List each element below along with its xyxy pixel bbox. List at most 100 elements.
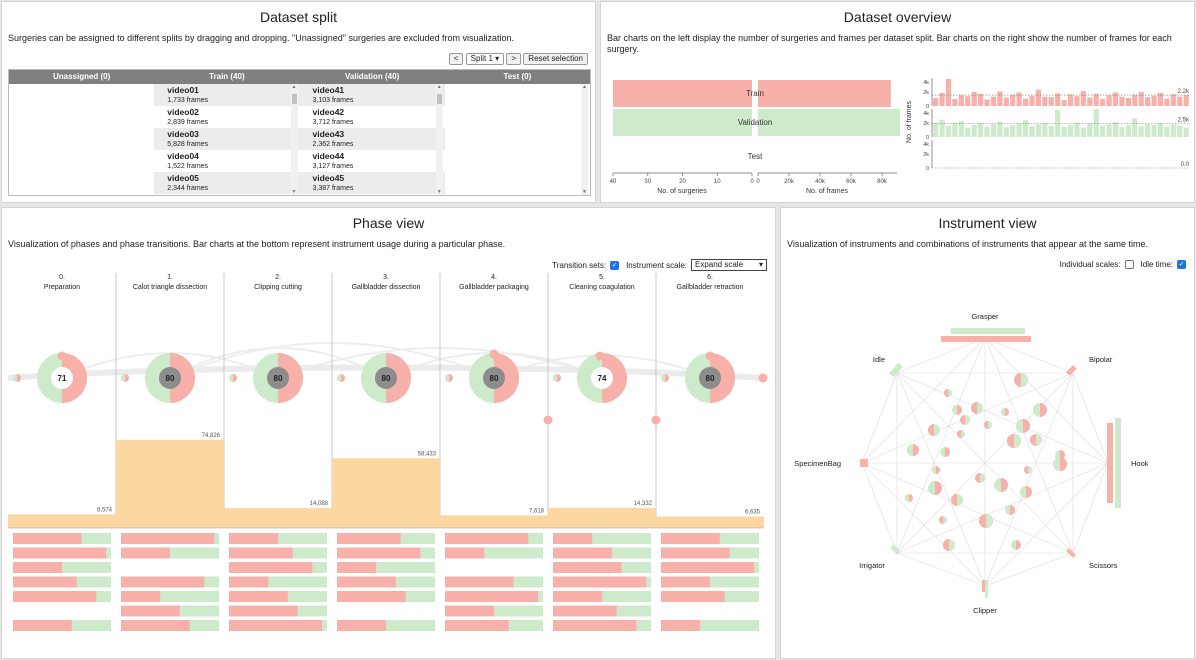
phase-donut-train bbox=[386, 353, 411, 403]
prev-split-button[interactable]: < bbox=[448, 53, 464, 65]
co-occurrence-edge bbox=[896, 372, 986, 587]
surgery-frames-bar bbox=[1042, 96, 1048, 106]
phase-frames-label: 7,618 bbox=[529, 508, 545, 514]
co-occurrence-edge bbox=[984, 552, 1074, 587]
per-surgery-tick: 0 bbox=[926, 166, 929, 172]
per-surgery-tick: 4k bbox=[923, 142, 929, 148]
split-table-header: Unassigned (0) Train (40) Validation (40… bbox=[9, 70, 590, 84]
idle-time-checkbox[interactable]: ✓ bbox=[1177, 260, 1186, 269]
axis-tick-label: 60k bbox=[846, 179, 857, 185]
train-video-item[interactable]: video05 2,344 frames bbox=[154, 172, 300, 194]
co-occurrence-edge bbox=[861, 462, 898, 554]
video-name: video45 bbox=[312, 173, 345, 183]
reset-selection-button[interactable]: Reset selection bbox=[523, 53, 588, 65]
phase-count-circle bbox=[483, 367, 505, 389]
instrument-scale-select[interactable]: Expand scale ▾ bbox=[691, 259, 767, 271]
phase-number: 0. bbox=[59, 274, 65, 281]
test-list[interactable]: ▲ ▼ bbox=[445, 84, 590, 195]
surgery-frames-bar bbox=[1074, 96, 1080, 106]
combination-node-part bbox=[928, 424, 934, 436]
frames-axis-label: No. of frames bbox=[806, 188, 849, 195]
transition-node-part bbox=[233, 374, 237, 382]
combination-node-part bbox=[957, 430, 961, 438]
surgery-frames-bar bbox=[952, 99, 958, 106]
combination-node-part bbox=[1040, 403, 1047, 417]
train-video-item[interactable]: video01 1,733 frames bbox=[154, 84, 300, 106]
train-video-item[interactable]: video03 5,828 frames bbox=[154, 128, 300, 150]
split-label: Train bbox=[746, 89, 764, 98]
instrument-usage-bar-train bbox=[13, 562, 62, 573]
surgery-frames-bar bbox=[971, 124, 977, 137]
phase-frames-bar bbox=[224, 508, 332, 528]
phase-donut-train bbox=[278, 353, 303, 403]
validation-video-item[interactable]: video43 2,362 frames bbox=[299, 128, 445, 150]
surgery-frames-bar bbox=[997, 91, 1003, 106]
train-list[interactable]: video01 1,733 frames video02 2,839 frames vi… bbox=[154, 84, 300, 195]
instrument-usage-bar-train bbox=[229, 576, 269, 588]
train-video-item[interactable]: video02 2,839 frames bbox=[154, 106, 299, 128]
combination-node-part bbox=[965, 415, 970, 425]
validation-list[interactable]: video41 3,103 frames video42 3,712 frames vi… bbox=[299, 84, 445, 195]
video-name: video05 bbox=[167, 173, 199, 183]
transition-node bbox=[651, 415, 661, 425]
combination-node-part bbox=[971, 402, 977, 414]
combination-node-part bbox=[907, 444, 913, 456]
unassigned-list[interactable] bbox=[9, 84, 154, 195]
phase-name: Clipping cutting bbox=[254, 284, 302, 291]
split-table: Unassigned (0) Train (40) Validation (40… bbox=[8, 69, 591, 196]
surgery-frames-bar bbox=[1145, 97, 1151, 106]
surgery-frames-bar bbox=[984, 126, 990, 137]
instrument-usage-bar-train bbox=[337, 562, 377, 573]
dataset-overview-title: Dataset overview bbox=[843, 9, 952, 25]
individual-scales-checkbox[interactable] bbox=[1124, 260, 1134, 269]
instrument-usage-bar bbox=[337, 562, 435, 573]
validation-scrollbar[interactable]: ▲ ▼ bbox=[435, 84, 443, 195]
phase-donut-train bbox=[62, 353, 87, 403]
axis-tick-label: 20k bbox=[784, 179, 795, 185]
instrument-usage-bar-train bbox=[229, 562, 313, 573]
surgery-frames-bar bbox=[1177, 96, 1183, 106]
combination-node-part bbox=[939, 516, 943, 524]
train-scrollbar[interactable]: ▲ ▼ bbox=[290, 84, 298, 195]
transition-sets-checkbox[interactable]: ✓ bbox=[610, 260, 620, 270]
instrument-usage-bar-train bbox=[445, 547, 485, 559]
transition-node bbox=[57, 351, 67, 361]
video-name: video41 bbox=[312, 85, 345, 95]
phase-view-description: Visualization of phases and phase transi… bbox=[8, 239, 506, 249]
surgery-frames-bar bbox=[1029, 126, 1035, 137]
instrument-usage-bar-train bbox=[337, 591, 406, 602]
phase-count-circle bbox=[591, 367, 613, 389]
test-scrollbar[interactable]: ▲ ▼ bbox=[581, 84, 588, 195]
individual-scales-label: Individual scales: bbox=[1059, 260, 1121, 269]
validation-video-item[interactable]: video45 3,387 frames bbox=[299, 172, 445, 194]
train-video-item[interactable]: video04 1,522 frames bbox=[154, 150, 299, 172]
video-frames: 5,828 frames bbox=[167, 141, 209, 148]
dataset-overview-panel: Dataset overview Bar charts on the left … bbox=[600, 1, 1195, 203]
axis-tick-label: 10 bbox=[714, 179, 721, 185]
phase-count: 80 bbox=[166, 374, 175, 383]
surgery-frames-bar bbox=[1074, 122, 1080, 137]
surgery-frames-bar bbox=[1157, 92, 1164, 106]
split-select[interactable]: Split 1 ▾ bbox=[465, 53, 505, 65]
axis-tick-label: 0 bbox=[750, 179, 754, 185]
combination-node-part bbox=[945, 447, 950, 457]
combination-node-part bbox=[957, 405, 962, 415]
surgery-frames-bar bbox=[977, 123, 984, 137]
instrument-usage-bar-train bbox=[13, 547, 107, 559]
column-validation: Validation (40) bbox=[345, 72, 400, 81]
surgery-frames-bar bbox=[990, 123, 997, 137]
instrument-usage-bar-train bbox=[337, 620, 386, 631]
combination-node-part bbox=[1021, 373, 1028, 387]
validation-video-item[interactable]: video42 3,712 frames bbox=[300, 106, 445, 128]
video-frames: 3,387 frames bbox=[312, 185, 354, 192]
next-split-button[interactable]: > bbox=[506, 53, 522, 65]
validation-video-item[interactable]: video44 3,127 frames bbox=[300, 150, 445, 172]
per-surgery-tick: 4k bbox=[923, 80, 929, 86]
surgery-frames-bar bbox=[1067, 124, 1074, 137]
surgery-frames-bar bbox=[945, 78, 952, 106]
axis-tick-label: 20 bbox=[679, 179, 686, 185]
validation-video-item[interactable]: video41 3,103 frames bbox=[299, 84, 445, 106]
surgery-frames-bar bbox=[1048, 97, 1054, 106]
surgery-frames-bar bbox=[1087, 123, 1093, 137]
combination-node-part bbox=[980, 473, 985, 483]
